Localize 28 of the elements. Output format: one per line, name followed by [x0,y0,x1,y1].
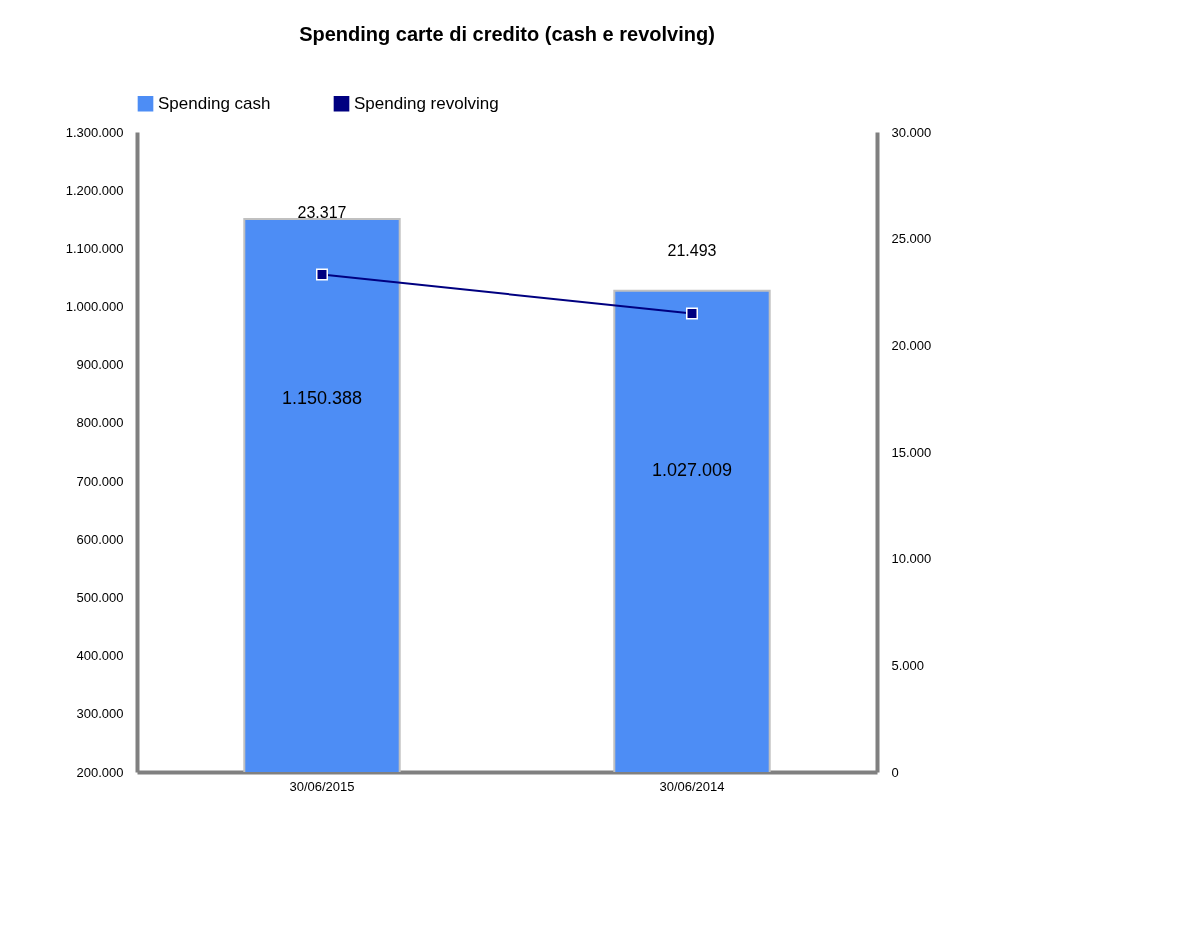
y2-tick-label: 30.000 [891,124,932,140]
y2-tick-label: 10.000 [891,551,932,567]
y-tick-label: 400.000 [76,648,124,664]
data-label: 1.150.388 [281,388,363,409]
y2-tick-label: 0 [891,764,899,780]
x-tick-label: 30/06/2014 [659,778,725,794]
y2-tick-label: 5.000 [891,657,925,673]
y-tick-label: 1.100.000 [65,240,124,256]
data-label: 1.027.009 [651,459,733,480]
y-tick-label: 1.200.000 [65,182,124,198]
y-tick-label: 1.300.000 [65,124,124,140]
y-tick-label: 600.000 [76,531,124,547]
y2-tick-label: 25.000 [891,231,932,247]
y-tick-label: 800.000 [76,415,124,431]
y2-tick-label: 20.000 [891,337,932,353]
y-tick-label: 700.000 [76,473,124,489]
legend-label: Spending revolving [354,93,499,113]
data-label: 21.493 [667,242,717,260]
chart-title: Spending carte di credito (cash e revolving) [299,23,715,45]
y-tick-label: 300.000 [76,706,124,722]
legend-label: Spending cash [158,93,271,113]
y-tick-label: 200.000 [76,764,124,780]
x-tick-label: 30/06/2015 [289,778,355,794]
y-tick-label: 500.000 [76,589,124,605]
y2-tick-label: 15.000 [891,444,932,460]
y-tick-label: 900.000 [76,357,124,373]
y-tick-label: 1.000.000 [65,299,124,315]
data-label: 23.317 [297,203,347,221]
